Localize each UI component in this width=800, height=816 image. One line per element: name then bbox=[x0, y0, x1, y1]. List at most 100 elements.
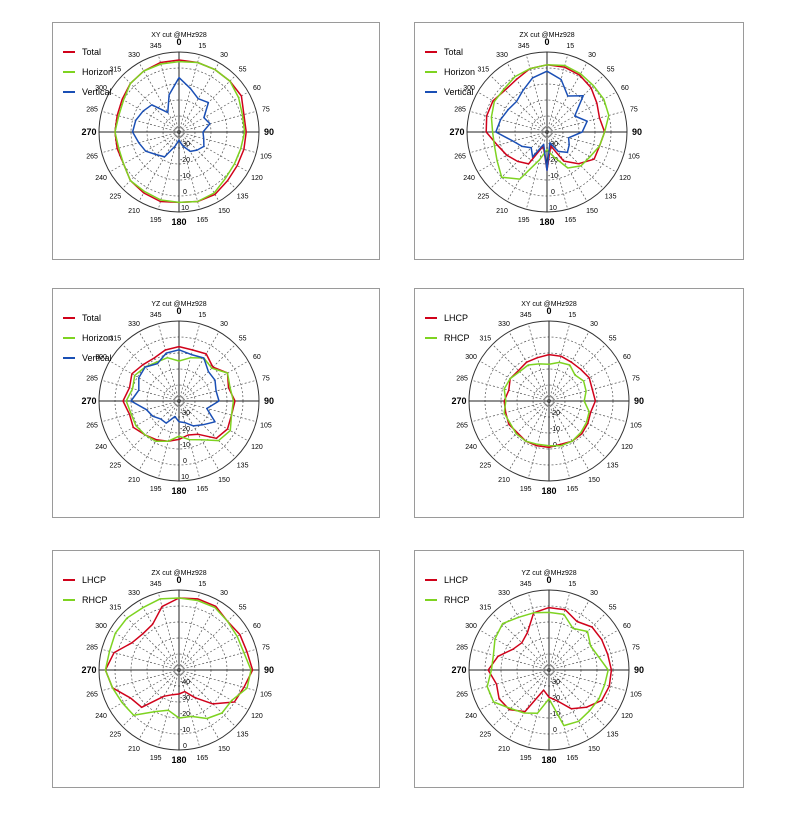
angle-tick-label: 240 bbox=[95, 444, 107, 451]
grid-spoke bbox=[492, 344, 550, 402]
angle-tick-label: 75 bbox=[262, 107, 270, 114]
angle-tick-label: 105 bbox=[630, 422, 642, 429]
ring-label: 0 bbox=[183, 189, 187, 196]
grid-spoke bbox=[527, 669, 550, 748]
angle-tick-label: 265 bbox=[456, 422, 468, 429]
grid-spoke bbox=[527, 592, 550, 671]
angle-tick-label: 60 bbox=[623, 354, 631, 361]
angle-tick-label: 105 bbox=[628, 153, 640, 160]
angle-tick-label: 60 bbox=[253, 85, 261, 92]
angle-tick-label: 315 bbox=[110, 66, 122, 73]
series-line-horizon bbox=[125, 356, 235, 442]
angle-tick-label: 285 bbox=[86, 376, 98, 383]
grid-spoke bbox=[157, 669, 180, 748]
angle-tick-label: 330 bbox=[498, 590, 510, 597]
ring-label: 0 bbox=[183, 743, 187, 750]
ring-label: -10 bbox=[550, 711, 560, 718]
grid-spoke bbox=[122, 344, 180, 402]
angle-tick-label: 55 bbox=[609, 604, 617, 611]
angle-tick-label: 300 bbox=[95, 354, 107, 361]
grid-spoke bbox=[490, 75, 548, 133]
angle-tick-label: 165 bbox=[196, 217, 208, 224]
legend-label: Total bbox=[82, 47, 101, 57]
legend-label: Vertical bbox=[82, 353, 112, 363]
grid-spoke bbox=[157, 54, 180, 133]
angle-tick-label: 210 bbox=[128, 746, 140, 753]
angle-tick-label: 265 bbox=[86, 422, 98, 429]
angle-tick-label: 90 bbox=[632, 127, 642, 137]
series-line-horizon bbox=[490, 64, 610, 180]
grid-spoke bbox=[109, 360, 180, 402]
angle-tick-label: 195 bbox=[150, 486, 162, 493]
angle-tick-label: 270 bbox=[449, 127, 464, 137]
angle-tick-label: 265 bbox=[86, 691, 98, 698]
ring-label: -10 bbox=[180, 727, 190, 734]
grid-spoke bbox=[178, 592, 201, 671]
angle-tick-label: 345 bbox=[150, 43, 162, 50]
grid-spoke bbox=[548, 648, 627, 671]
grid-spoke bbox=[157, 592, 180, 671]
angle-tick-label: 15 bbox=[198, 43, 206, 50]
angle-tick-label: 150 bbox=[586, 208, 598, 215]
angle-tick-label: 270 bbox=[81, 127, 96, 137]
angle-tick-label: 195 bbox=[520, 755, 532, 762]
angle-tick-label: 330 bbox=[128, 590, 140, 597]
angle-tick-label: 90 bbox=[264, 127, 274, 137]
legend-label: Horizon bbox=[444, 67, 475, 77]
angle-tick-label: 150 bbox=[218, 477, 230, 484]
ring-label: 10 bbox=[181, 205, 189, 212]
grid-spoke bbox=[548, 669, 627, 692]
ring-label: -10 bbox=[550, 426, 560, 433]
angle-tick-label: 210 bbox=[496, 208, 508, 215]
grid-spoke bbox=[469, 131, 548, 154]
grid-spoke bbox=[178, 62, 220, 133]
angle-tick-label: 300 bbox=[95, 623, 107, 630]
ring-label: -30 bbox=[548, 141, 558, 148]
grid-spoke bbox=[178, 91, 249, 133]
grid-spoke bbox=[138, 331, 180, 402]
angle-tick-label: 195 bbox=[520, 486, 532, 493]
ring-label: 10 bbox=[181, 474, 189, 481]
grid-spoke bbox=[109, 669, 180, 711]
angle-tick-label: 105 bbox=[260, 422, 272, 429]
angle-tick-label: 0 bbox=[546, 306, 551, 316]
angle-tick-label: 300 bbox=[465, 623, 477, 630]
ring-label: -40 bbox=[180, 679, 190, 686]
grid-spoke bbox=[508, 400, 550, 471]
angle-tick-label: 55 bbox=[239, 604, 247, 611]
angle-tick-label: 0 bbox=[176, 306, 181, 316]
angle-tick-label: 225 bbox=[110, 194, 122, 201]
grid-spoke bbox=[471, 400, 550, 423]
angle-tick-label: 120 bbox=[621, 713, 633, 720]
angle-tick-label: 270 bbox=[81, 665, 96, 675]
series-line-lhcp bbox=[487, 606, 613, 713]
grid-spoke bbox=[101, 648, 180, 671]
angle-tick-label: 135 bbox=[607, 463, 619, 470]
legend-label: Total bbox=[444, 47, 463, 57]
angle-tick-label: 120 bbox=[621, 444, 633, 451]
grid-spoke bbox=[525, 54, 548, 133]
legend-label: Vertical bbox=[444, 87, 474, 97]
grid-spoke bbox=[492, 400, 550, 458]
angle-tick-label: 225 bbox=[110, 732, 122, 739]
angle-tick-label: 180 bbox=[541, 486, 556, 496]
angle-tick-label: 120 bbox=[251, 444, 263, 451]
ring-label: -20 bbox=[550, 695, 560, 702]
angle-tick-label: 210 bbox=[128, 477, 140, 484]
angle-tick-label: 315 bbox=[110, 335, 122, 342]
grid-spoke bbox=[469, 110, 548, 133]
chart-title: YZ cut @MHz928 bbox=[521, 570, 576, 577]
grid-spoke bbox=[479, 360, 550, 402]
angle-tick-label: 120 bbox=[619, 175, 631, 182]
grid-spoke bbox=[109, 400, 180, 442]
angle-tick-label: 195 bbox=[150, 217, 162, 224]
angle-tick-label: 225 bbox=[480, 463, 492, 470]
legend-label: RHCP bbox=[82, 595, 108, 605]
ring-label: 0 bbox=[183, 458, 187, 465]
angle-tick-label: 345 bbox=[518, 43, 530, 50]
angle-tick-label: 165 bbox=[566, 486, 578, 493]
grid-spoke bbox=[101, 379, 180, 402]
angle-tick-label: 285 bbox=[86, 645, 98, 652]
